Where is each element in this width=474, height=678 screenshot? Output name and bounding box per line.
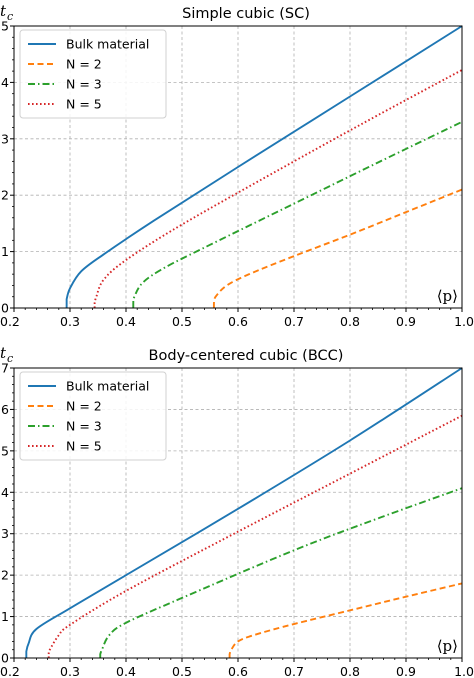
legend-label: N = 2 — [66, 57, 102, 72]
x-tick-label: 0.2 — [0, 314, 20, 329]
panel-simple-cubic: Simple cubic (SC) 0.2 0.3 0.4 0.5 0.6 0.7 0.8 0… — [0, 2, 474, 329]
chart-title: Simple cubic (SC) — [182, 6, 310, 22]
legend-box — [19, 29, 167, 119]
panel-body-centered-cubic: Body-centered cubic (BCC) 0.2 0.3 0.4 0.5 0.… — [0, 344, 474, 678]
legend-box — [19, 371, 167, 461]
x-tick-label: 0.6 — [228, 314, 248, 329]
legend-label: N = 2 — [66, 399, 102, 414]
chart-title: Body-centered cubic (BCC) — [149, 348, 344, 364]
x-tick-label: 0.5 — [172, 314, 192, 329]
series-line-n-5 — [93, 69, 463, 308]
y-axis-label-subscript: c — [7, 352, 13, 365]
legend-label: N = 3 — [66, 419, 102, 434]
x-tick-label: 0.8 — [340, 314, 360, 329]
y-tick-label: 2 — [1, 568, 9, 583]
series-line-n-2 — [212, 188, 463, 308]
series-line-bulk-material — [25, 367, 463, 658]
x-tick-label: 0.2 — [0, 664, 20, 678]
x-tick-label: 0.7 — [284, 314, 304, 329]
y-tick-label: 4 — [1, 485, 9, 500]
x-tick-label: 0.5 — [172, 664, 192, 678]
x-tick-label: 0.9 — [396, 314, 416, 329]
y-axis-label-subscript: c — [7, 10, 13, 23]
ticks: 0.2 0.3 0.4 0.5 0.6 0.7 0.8 0.9 1.0 0 1 2 3 4 5 6 7 — [0, 361, 474, 678]
y-tick-label: 7 — [1, 361, 9, 376]
legend: Bulk material N = 2 N = 3 N = 5 — [19, 29, 167, 119]
y-tick-label: 3 — [1, 526, 9, 541]
y-tick-label: 1 — [1, 244, 9, 259]
legend-label: N = 3 — [66, 77, 102, 92]
series-line-n-2 — [228, 582, 463, 658]
x-axis-label: ⟨p⟩ — [437, 637, 458, 655]
y-tick-label: 6 — [1, 402, 9, 417]
x-tick-label: 0.4 — [116, 664, 136, 678]
ticks: 0.2 0.3 0.4 0.5 0.6 0.7 0.8 0.9 1.0 0 1 2 3 4 5 — [0, 19, 474, 330]
x-tick-label: 0.6 — [228, 664, 248, 678]
series-line-n-3 — [132, 121, 463, 308]
x-axis-label: ⟨p⟩ — [437, 287, 458, 305]
x-tick-label: 0.4 — [116, 314, 136, 329]
y-tick-label: 5 — [1, 443, 9, 458]
series-line-n-3 — [99, 487, 463, 658]
y-tick-label: 2 — [1, 188, 9, 203]
y-axis-label: t — [0, 344, 7, 362]
series-line-bulk-material — [65, 25, 463, 308]
y-tick-label: 0 — [1, 651, 9, 666]
x-tick-label: 0.3 — [60, 664, 80, 678]
legend-label: N = 5 — [66, 97, 102, 112]
y-tick-label: 0 — [1, 301, 9, 316]
x-tick-label: 0.3 — [60, 314, 80, 329]
x-tick-label: 0.8 — [340, 664, 360, 678]
x-tick-label: 0.7 — [284, 664, 304, 678]
series-layer — [25, 367, 463, 658]
y-tick-label: 4 — [1, 75, 9, 90]
y-axis-label: t — [0, 2, 7, 20]
x-tick-label: 0.9 — [396, 664, 416, 678]
legend-label: Bulk material — [66, 37, 149, 52]
y-tick-label: 5 — [1, 19, 9, 34]
y-tick-label: 1 — [1, 609, 9, 624]
series-layer — [65, 25, 463, 308]
legend: Bulk material N = 2 N = 3 N = 5 — [19, 371, 167, 461]
x-tick-label: 1.0 — [454, 664, 474, 678]
legend-label: N = 5 — [66, 439, 102, 454]
y-tick-label: 3 — [1, 131, 9, 146]
x-tick-label: 1.0 — [454, 314, 474, 329]
legend-label: Bulk material — [66, 379, 149, 394]
